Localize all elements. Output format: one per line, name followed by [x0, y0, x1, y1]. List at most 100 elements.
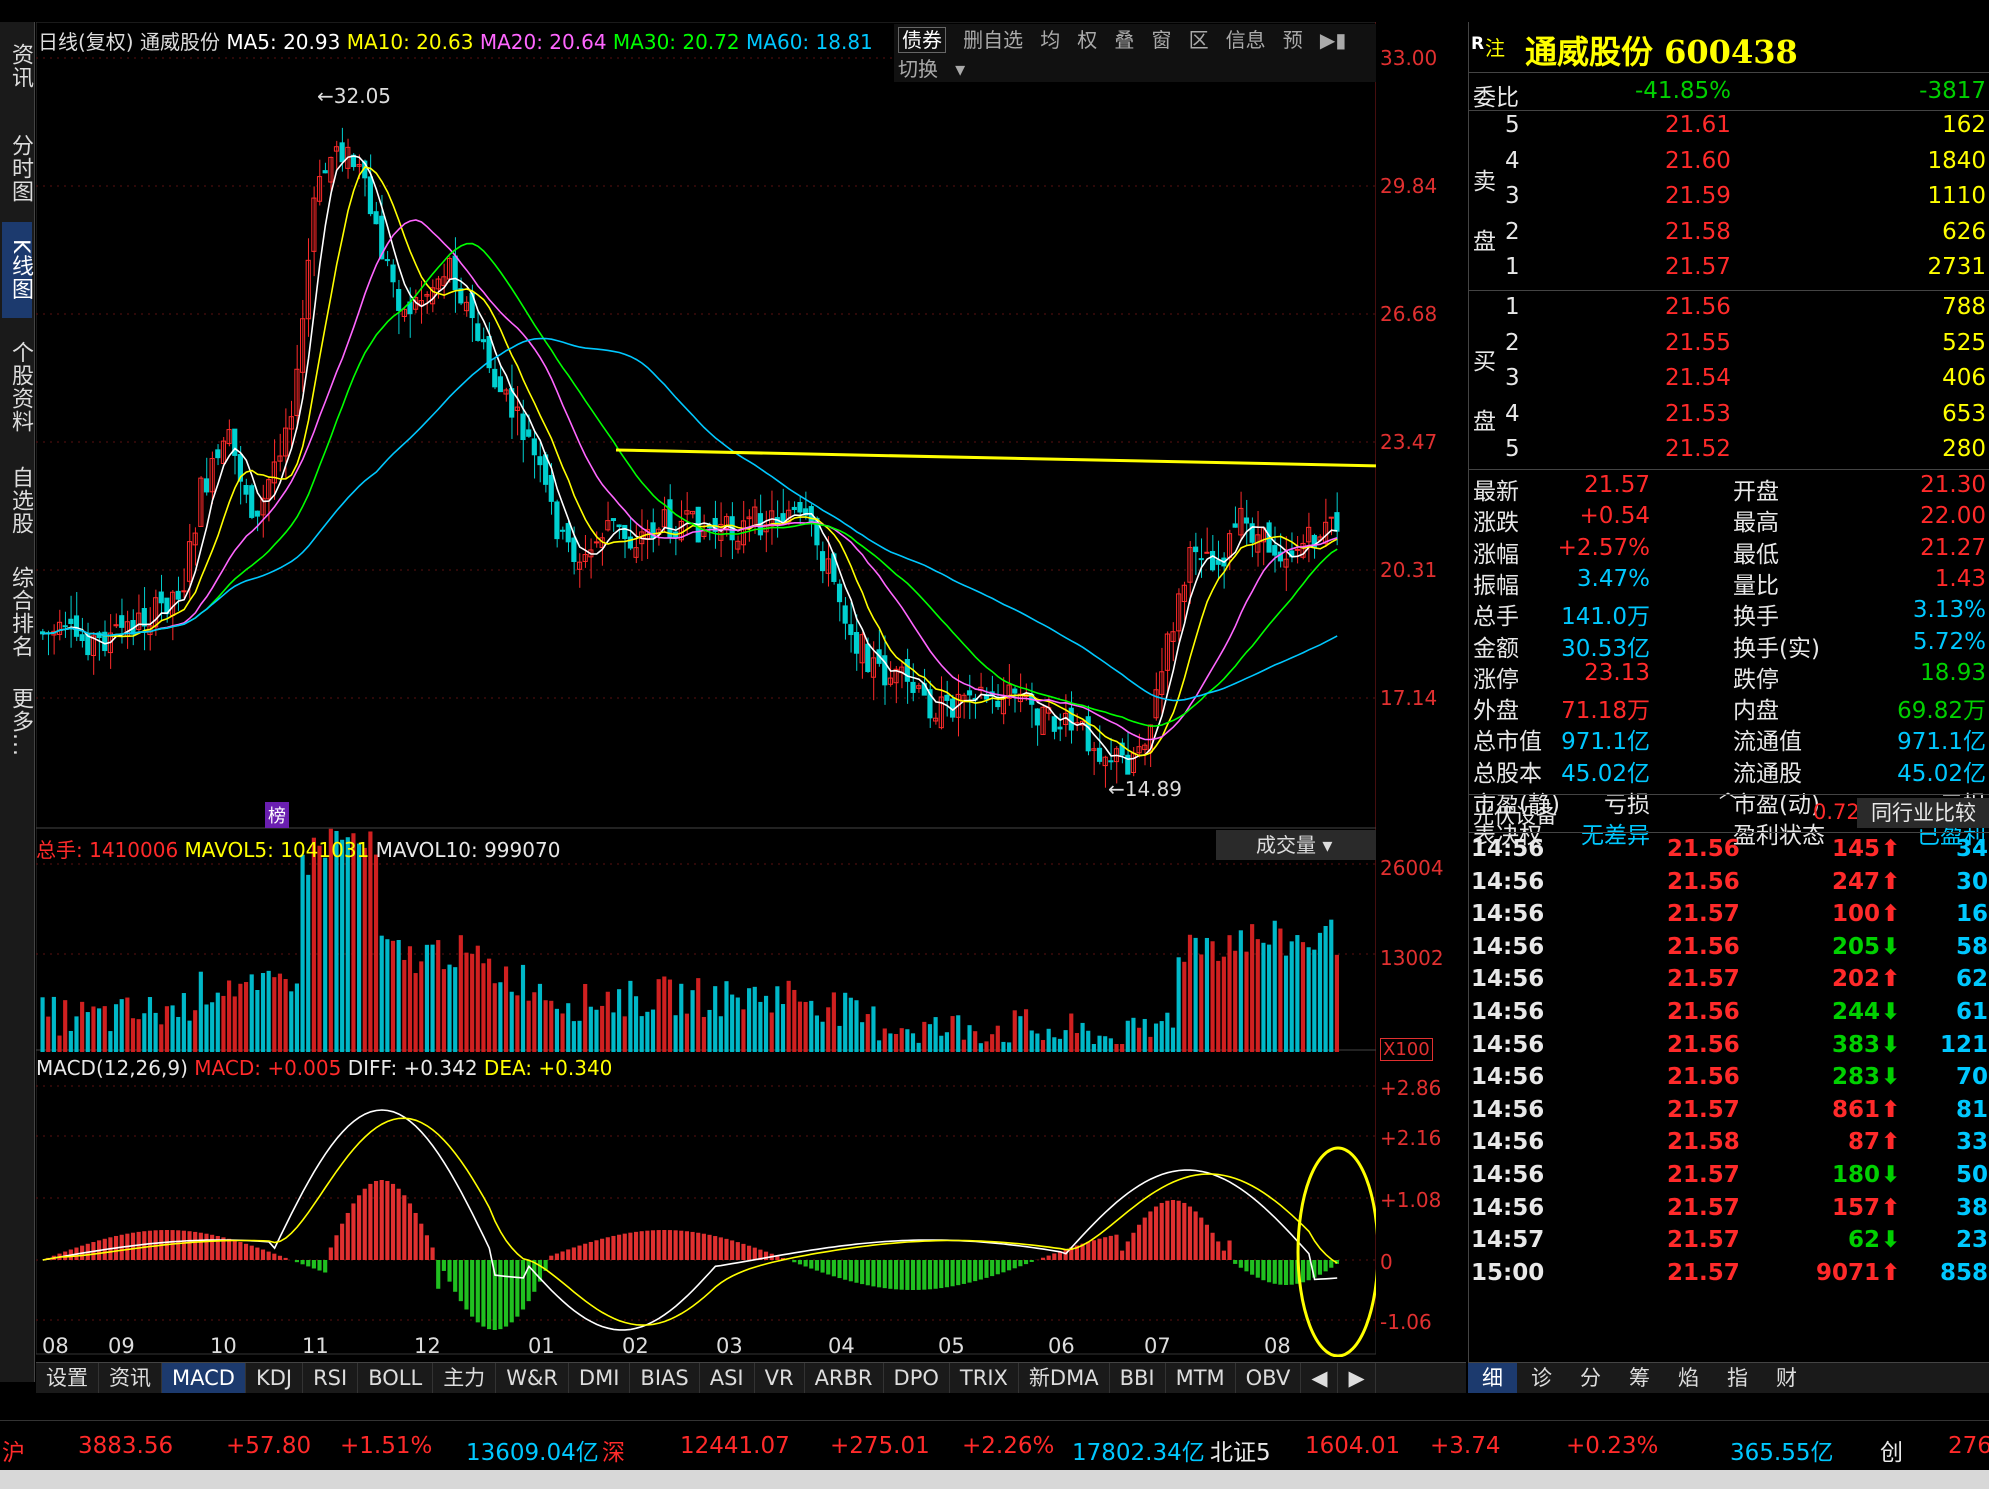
- detail-tab[interactable]: 筹: [1629, 1366, 1650, 1390]
- volume-bar: [277, 973, 283, 1052]
- indicator-tab[interactable]: ASI: [700, 1363, 755, 1393]
- buy-row[interactable]: 3 21.54 406: [1469, 365, 1989, 399]
- alert-button[interactable]: 预: [1282, 28, 1303, 52]
- indicator-tab[interactable]: 设置: [36, 1363, 99, 1393]
- candle-body: [215, 449, 221, 459]
- candle-body: [593, 541, 600, 544]
- volume-bar: [210, 1002, 215, 1052]
- sell-row[interactable]: 4 21.60 1840: [1469, 148, 1989, 182]
- macd-bar: [272, 1253, 277, 1260]
- buy-row[interactable]: 1 21.56 788: [1469, 294, 1989, 328]
- tab-kline[interactable]: K线图: [2, 222, 33, 318]
- indicator-tab[interactable]: KDJ: [246, 1363, 304, 1393]
- indicator-tab[interactable]: DMI: [569, 1363, 631, 1393]
- rights-button[interactable]: 权: [1077, 28, 1098, 52]
- tab-more[interactable]: 更多...: [8, 687, 33, 757]
- tab-watchlist[interactable]: 自选股: [8, 465, 33, 535]
- tab-profile[interactable]: 个股资料: [8, 341, 33, 433]
- sell-volume: 2731: [1927, 254, 1986, 280]
- candle-body: [1034, 708, 1040, 726]
- industry-compare-button[interactable]: 同行业比较: [1857, 798, 1989, 828]
- detail-tab[interactable]: 细: [1468, 1363, 1517, 1393]
- play-icon[interactable]: ▶▮: [1319, 28, 1347, 52]
- detail-tab[interactable]: 诊: [1531, 1366, 1552, 1390]
- buy-row[interactable]: 2 21.55 525: [1469, 330, 1989, 364]
- sh-pct: +1.51%: [340, 1433, 433, 1459]
- average-button[interactable]: 均: [1040, 28, 1061, 52]
- switch-button[interactable]: 切换: [898, 57, 938, 81]
- indicator-tab[interactable]: 资讯: [99, 1363, 162, 1393]
- indicator-tab[interactable]: ARBR: [805, 1363, 884, 1393]
- volume-selector[interactable]: 成交量 ▾: [1216, 830, 1376, 860]
- macd-bar: [221, 1237, 226, 1260]
- stat-label: 量比: [1733, 572, 1779, 599]
- indicator-tab[interactable]: BBI: [1110, 1363, 1166, 1393]
- volume-bar: [1052, 1037, 1057, 1052]
- kline-chart[interactable]: [36, 22, 1376, 1357]
- volume-bar: [351, 833, 356, 1052]
- sell-row[interactable]: 1 21.57 2731: [1469, 254, 1989, 288]
- tab-timeshare[interactable]: 分时图: [8, 133, 33, 203]
- window-button[interactable]: 窗: [1151, 28, 1172, 52]
- indicator-tab[interactable]: BIAS: [630, 1363, 700, 1393]
- buy-row[interactable]: 5 21.52 280: [1469, 436, 1989, 470]
- candle-body: [1283, 558, 1289, 568]
- sell-row[interactable]: 3 21.59 1110: [1469, 183, 1989, 217]
- tab-ranking[interactable]: 综合排名: [8, 566, 33, 658]
- sell-row[interactable]: 2 21.58 626: [1469, 219, 1989, 253]
- chevron-down-icon[interactable]: ▾: [955, 57, 966, 81]
- info-button[interactable]: 信息: [1225, 28, 1266, 52]
- stat-label: 流通值: [1733, 729, 1802, 756]
- indicator-tab[interactable]: MTM: [1166, 1363, 1236, 1393]
- indicator-tab[interactable]: TRIX: [950, 1363, 1019, 1393]
- indicator-tab[interactable]: 新DMA: [1019, 1363, 1110, 1393]
- period-label: 日线(复权): [38, 30, 134, 54]
- indicator-tab[interactable]: MACD: [162, 1363, 246, 1393]
- macd-bar: [752, 1247, 757, 1260]
- remove-watchlist-button[interactable]: 删自选: [963, 28, 1024, 52]
- scroll-right-icon[interactable]: ▶: [1338, 1363, 1376, 1393]
- indicator-tab[interactable]: BOLL: [358, 1363, 434, 1393]
- volume-bar: [1250, 924, 1255, 1052]
- macd-bar: [1125, 1241, 1130, 1260]
- x-axis-tick: 02: [622, 1334, 649, 1358]
- volume-bar: [509, 991, 514, 1052]
- candle-body: [582, 554, 588, 562]
- indicator-tab[interactable]: W&R: [496, 1363, 569, 1393]
- sector-name[interactable]: 光伏设备: [1473, 804, 1557, 828]
- candle-body: [803, 508, 809, 516]
- volume-bar: [1097, 1035, 1102, 1052]
- macd-bar: [204, 1233, 209, 1260]
- indicator-tab[interactable]: VR: [755, 1363, 805, 1393]
- indicator-tab[interactable]: DPO: [884, 1363, 950, 1393]
- overlay-button[interactable]: 叠: [1114, 28, 1135, 52]
- tab-news[interactable]: 资讯: [8, 43, 33, 89]
- range-button[interactable]: 区: [1188, 28, 1209, 52]
- volume-bar: [57, 1035, 62, 1052]
- volume-bar: [679, 983, 684, 1052]
- detail-tab[interactable]: 焰: [1678, 1366, 1699, 1390]
- detail-tab[interactable]: 分: [1580, 1366, 1601, 1390]
- note-badge[interactable]: 注: [1485, 36, 1505, 60]
- tick-time: 14:56: [1471, 901, 1545, 928]
- macd-bar: [481, 1260, 486, 1327]
- scroll-left-icon[interactable]: ◀: [1301, 1363, 1339, 1393]
- candle-body: [820, 551, 826, 572]
- bond-button[interactable]: 债券: [898, 27, 946, 53]
- stat-label: 涨停: [1473, 666, 1519, 693]
- collapse-icon[interactable]: ︿: [1719, 782, 1737, 803]
- tick-time: 14:57: [1471, 1227, 1545, 1254]
- macd-bar: [1080, 1243, 1085, 1260]
- indicator-tab[interactable]: RSI: [303, 1363, 359, 1393]
- indicator-tab[interactable]: OBV: [1236, 1363, 1302, 1393]
- stat-label: 振幅: [1473, 572, 1519, 599]
- ranking-badge[interactable]: 榜: [265, 802, 289, 828]
- detail-tab[interactable]: 财: [1776, 1366, 1797, 1390]
- macd-bar: [1007, 1260, 1012, 1271]
- x-axis-tick: 09: [108, 1334, 135, 1358]
- sell-row[interactable]: 5 21.61 162: [1469, 112, 1989, 146]
- buy-row[interactable]: 4 21.53 653: [1469, 401, 1989, 435]
- buy-level: 2: [1505, 329, 1520, 356]
- indicator-tab[interactable]: 主力: [433, 1363, 497, 1393]
- detail-tab[interactable]: 指: [1727, 1366, 1748, 1390]
